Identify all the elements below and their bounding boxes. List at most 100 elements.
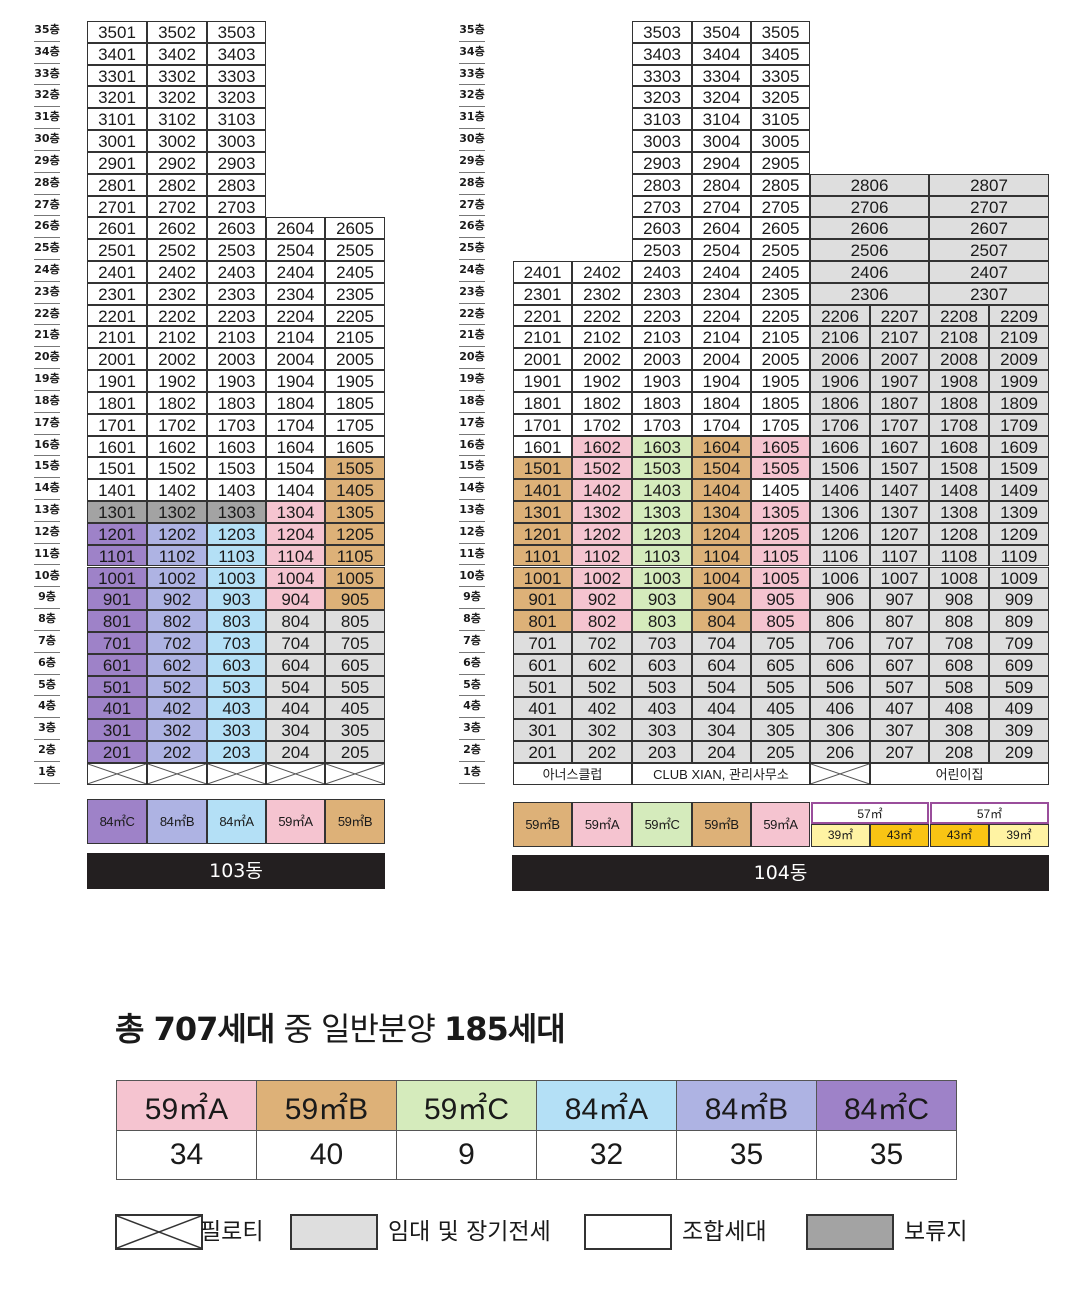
unit-cell: 506	[810, 675, 870, 698]
unit-cell: 1401	[87, 479, 147, 502]
unit-cell: 2205	[325, 304, 385, 327]
floor-label: 8층	[459, 610, 485, 631]
unit-cell: 209	[989, 741, 1049, 763]
unit-cell: 2902	[147, 151, 207, 174]
unit-cell: 2604	[692, 217, 751, 240]
floor-label: 22층	[459, 305, 485, 326]
unit-cell: 2603	[207, 217, 266, 240]
unit-cell: 1706	[810, 413, 870, 436]
unit-cell: 509	[989, 675, 1049, 698]
unit-cell: 1801	[87, 391, 147, 414]
unit-cell: 2206	[810, 304, 870, 327]
unit-cell: 3003	[207, 130, 266, 152]
unit-cell: 2603	[632, 217, 692, 240]
summary-count: 32	[536, 1130, 677, 1180]
unit-cell: 307	[870, 719, 929, 742]
floor-label: 9층	[34, 588, 60, 610]
unit-cell: 802	[147, 610, 207, 632]
unit-cell: 2905	[751, 151, 810, 174]
unit-cell: 1701	[513, 413, 572, 436]
unit-cell: 2203	[632, 304, 692, 327]
unit-cell: 3104	[692, 108, 751, 131]
summary-count: 40	[256, 1130, 397, 1180]
unit-cell: 1303	[207, 501, 266, 523]
unit-cell: 2901	[87, 151, 147, 174]
unit-cell: 3303	[632, 64, 692, 87]
unit-cell: 1503	[632, 457, 692, 480]
unit-cell: 1208	[929, 522, 989, 545]
unit-cell: 2109	[989, 326, 1049, 349]
unit-cell: 1105	[325, 544, 385, 567]
floor-label: 35층	[34, 21, 60, 42]
unit-cell: 905	[325, 588, 385, 611]
floor-label: 5층	[34, 676, 60, 697]
unit-cell: 1402	[572, 479, 632, 502]
floor-label: 4층	[34, 697, 60, 719]
unit-cell: 602	[572, 653, 632, 676]
unit-cell: 2301	[87, 282, 147, 305]
unit-cell: 2103	[632, 326, 692, 349]
floor-label: 7층	[34, 632, 60, 653]
unit-cell: 2803	[207, 173, 266, 196]
unit-cell: 1807	[870, 391, 929, 414]
floor-label: 13층	[34, 501, 60, 522]
unit-cell: 3301	[87, 64, 147, 87]
unit-cell: 1901	[513, 370, 572, 392]
unit-cell: 403	[207, 697, 266, 720]
unit-cell: 2107	[870, 326, 929, 349]
unit-cell: 1001	[513, 566, 572, 589]
unit-cell: 901	[513, 588, 572, 611]
unit-cell: 2303	[207, 282, 266, 305]
unit-cell: 2006	[810, 348, 870, 371]
unit-cell: 305	[325, 719, 385, 742]
unit-cell: 2404	[692, 261, 751, 283]
unit-cell: 1705	[325, 413, 385, 436]
unit-cell: 1105	[751, 544, 810, 567]
floor-label: 16층	[459, 436, 485, 457]
unit-cell: 2003	[632, 348, 692, 371]
unit-cell: 1504	[692, 457, 751, 480]
floor-label: 2층	[34, 741, 60, 762]
unit-cell: 803	[632, 610, 692, 632]
type-label-57-b: 57㎡	[930, 802, 1049, 824]
unit-cell: 602	[147, 653, 207, 676]
floor-label: 34층	[34, 43, 60, 64]
unit-cell: 706	[810, 631, 870, 654]
unit-cell: 603	[632, 653, 692, 676]
unit-cell: 2702	[147, 195, 207, 218]
unit-cell: 605	[325, 653, 385, 676]
unit-cell: 2204	[266, 304, 325, 327]
unit-cell: 1401	[513, 479, 572, 502]
unit-cell: 2303	[632, 282, 692, 305]
unit-cell: 2703	[207, 195, 266, 218]
unit-cell: 801	[513, 610, 572, 632]
unit-cell: 405	[751, 697, 810, 720]
unit-cell: 1406	[810, 479, 870, 502]
unit-cell: 807	[870, 610, 929, 632]
floor-label: 30층	[459, 130, 485, 151]
unit-cell: 607	[870, 653, 929, 676]
unit-cell: 1603	[207, 435, 266, 458]
type-label-43: 43㎡	[870, 824, 929, 847]
floor-label: 23층	[459, 283, 485, 304]
unit-cell: 2208	[929, 304, 989, 327]
summary-type: 59㎡A	[116, 1080, 257, 1131]
unit-cell: 1507	[870, 457, 929, 480]
summary-count: 35	[676, 1130, 817, 1180]
floor-label: 11층	[34, 545, 60, 566]
unit-cell: 409	[989, 697, 1049, 720]
unit-cell: 203	[632, 741, 692, 763]
unit-cell: 1809	[989, 391, 1049, 414]
unit-cell: 2502	[147, 239, 207, 261]
unit-cell: 1205	[325, 522, 385, 545]
unit-cell: 405	[325, 697, 385, 720]
general-sale-units: 185세대	[443, 1010, 566, 1048]
summary-count: 9	[396, 1130, 537, 1180]
unit-cell: 302	[147, 719, 207, 742]
unit-cell: 1104	[266, 544, 325, 567]
unit-cell: 1803	[632, 391, 692, 414]
floor-label: 26층	[34, 217, 60, 239]
unit-cell: 1603	[632, 435, 692, 458]
unit-cell: 2002	[572, 348, 632, 371]
summary-table: 59㎡A 59㎡B 59㎡C 84㎡A 84㎡B 84㎡C 34 40 9 32…	[116, 1080, 957, 1180]
